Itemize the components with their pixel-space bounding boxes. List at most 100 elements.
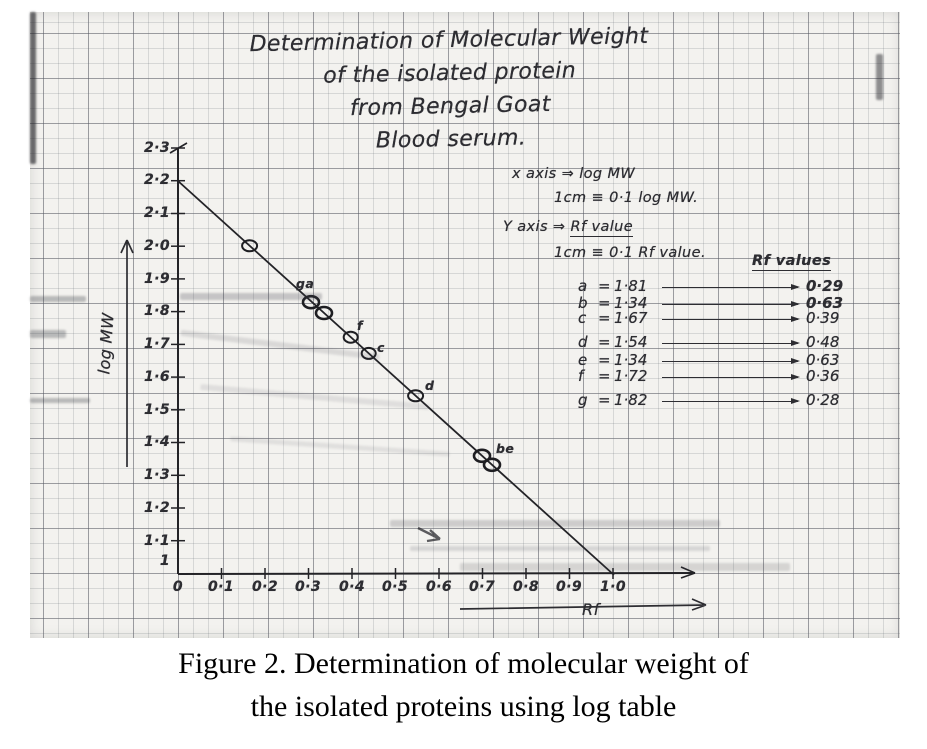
- y-tick-label: 2·3: [143, 140, 170, 156]
- right-arrow-icon: [662, 339, 800, 346]
- equals-sign: =: [598, 309, 611, 327]
- smudge-mark: [390, 520, 720, 527]
- x-tick-label: 1·0: [599, 579, 626, 595]
- smudge-mark: [460, 563, 790, 571]
- log-mw-value: 1·54: [614, 333, 648, 351]
- x-axis-note-line2: 1cm ≡ 0·1 log MW.: [554, 190, 699, 206]
- rf-value: 0·29: [806, 277, 844, 295]
- x-axis-title: Rf: [582, 600, 600, 619]
- y-tick-label: 1: [159, 553, 170, 569]
- y-tick-label: 1·5: [143, 402, 170, 418]
- scanned-graph-photo: Determination of Molecular Weight of the…: [30, 12, 900, 638]
- right-arrow-icon: [662, 373, 800, 380]
- y-tick-label: 1·1: [143, 533, 170, 549]
- point-e: [482, 457, 502, 473]
- rf-value: 0·63: [806, 351, 840, 369]
- smudge-mark: [30, 330, 66, 338]
- figure-caption-line1: Figure 2. Determination of molecular wei…: [178, 647, 749, 680]
- y-tick-label: 1·2: [143, 500, 170, 516]
- log-mw-value: 1·72: [614, 367, 648, 385]
- rf-value: 0·48: [806, 333, 840, 351]
- rf-value: 0·28: [806, 391, 840, 409]
- scan-edge-artifact: [876, 54, 883, 100]
- rf-table: a = 1·81 0·29 b = 1·34 0·63 c = 1·67 0·39 d = 1·54 0…: [578, 274, 850, 409]
- x-tick-label: 0·1: [207, 579, 234, 595]
- point-letter: c: [578, 309, 587, 327]
- point-f: [342, 330, 359, 344]
- data-points: [241, 239, 502, 473]
- x-axis-note-line1: x axis ⇒ log MW: [512, 166, 636, 182]
- right-arrow-icon: [662, 283, 800, 290]
- y-tick-label: 1·6: [143, 369, 170, 385]
- smudge-mark: [30, 398, 90, 403]
- scan-edge-artifact: [30, 12, 36, 164]
- point-letter: f: [578, 367, 584, 385]
- figure-caption-line2: the isolated proteins using log table: [250, 690, 677, 723]
- smudge-mark: [30, 296, 86, 302]
- x-tick-label: 0·5: [381, 579, 408, 595]
- equals-sign: =: [598, 294, 611, 312]
- y-tick-label: 2·0: [143, 238, 170, 254]
- graph-drawing: [120, 142, 707, 611]
- right-arrow-icon: [662, 397, 800, 404]
- equals-sign: =: [598, 351, 611, 369]
- y-tick-label: 2·2: [143, 172, 170, 188]
- point-label-f: f: [357, 318, 363, 333]
- y-tick-label: 1·4: [143, 434, 170, 450]
- x-axis-direction-arrow-icon: [459, 598, 707, 611]
- smudge-mark: [410, 546, 710, 551]
- log-mw-value: 1·34: [614, 294, 648, 312]
- rf-value: 0·39: [806, 309, 840, 327]
- point-letter: g: [578, 391, 588, 409]
- equals-sign: =: [598, 367, 611, 385]
- y-axis-note-term: Rf value: [570, 219, 634, 237]
- point-unlabeled: [241, 239, 259, 253]
- log-mw-value: 1·67: [614, 309, 648, 327]
- x-tick-label: 0·7: [468, 579, 495, 595]
- point-label-d: d: [425, 378, 435, 393]
- rf-table-header: Rf values: [752, 253, 832, 271]
- point-label-c: c: [377, 340, 385, 355]
- y-tick-label: 1·3: [143, 467, 170, 483]
- x-tick-label: 0·9: [555, 579, 582, 595]
- rf-table-row-c: c = 1·67 0·39: [578, 310, 850, 327]
- smudge-mark: [180, 293, 322, 300]
- right-arrow-icon: [662, 300, 800, 307]
- x-tick-label: 0·6: [425, 579, 452, 595]
- equals-sign: =: [598, 391, 611, 409]
- equals-sign: =: [598, 277, 611, 295]
- y-axis-ticks: [171, 147, 185, 542]
- point-letter: b: [578, 294, 588, 312]
- stray-arrow-mark: [417, 526, 441, 543]
- point-label-ga: ga: [296, 276, 315, 291]
- y-axis-note-line2: 1cm ≡ 0·1 Rf value.: [554, 245, 706, 261]
- x-tick-label: 0: [172, 579, 184, 595]
- point-letter: d: [578, 333, 588, 351]
- log-mw-value: 1·82: [614, 391, 648, 409]
- x-tick-label: 0·8: [512, 579, 539, 595]
- x-tick-label: 0·3: [294, 579, 321, 595]
- rf-table-row-g: g = 1·82 0·28: [578, 392, 850, 409]
- y-tick-label: 2·1: [143, 205, 170, 221]
- point-c: [360, 346, 377, 360]
- log-mw-value: 1·34: [614, 351, 648, 369]
- point-g: [301, 294, 321, 310]
- point-label-be: be: [496, 441, 515, 456]
- x-tick-label: 0·4: [338, 579, 365, 595]
- y-tick-label: 1·9: [143, 271, 170, 287]
- y-tick-label: 1·8: [143, 303, 170, 319]
- x-tick-label: 0·2: [251, 579, 278, 595]
- rf-value: 0·36: [806, 367, 840, 385]
- rf-table-row-e: e = 1·34 0·63: [578, 352, 850, 369]
- point-a: [314, 305, 334, 321]
- point-d: [407, 389, 425, 403]
- graph-title: Determination of Molecular Weight of the…: [149, 18, 752, 163]
- right-arrow-icon: [662, 357, 800, 364]
- equals-sign: =: [598, 333, 611, 351]
- x-axis-arrowhead-icon: [680, 566, 696, 579]
- y-axis-note-line1: Y axis ⇒ Rf value: [503, 219, 634, 237]
- point-letter: e: [578, 351, 588, 369]
- log-mw-value: 1·81: [614, 277, 648, 295]
- x-axis-ticks: [220, 568, 614, 579]
